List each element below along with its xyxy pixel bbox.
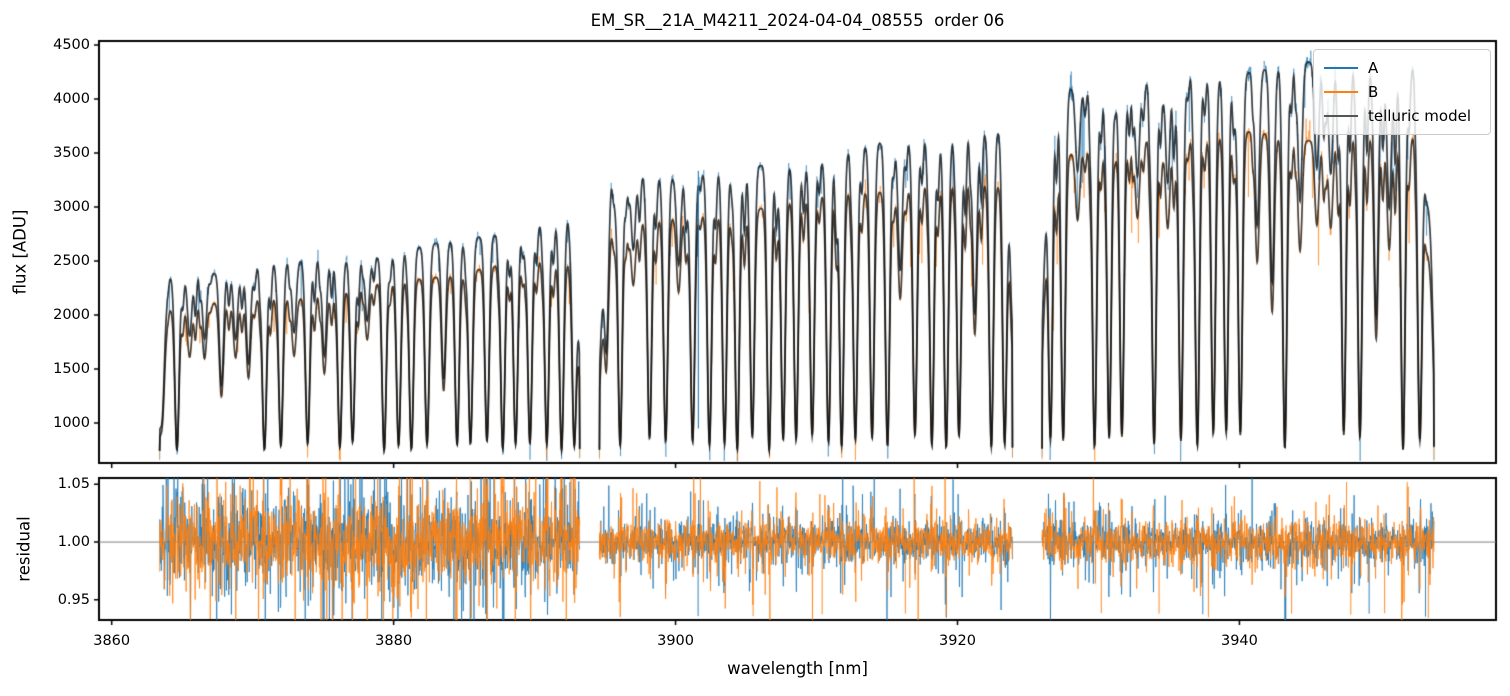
residual-tick-label: 1.00 [57, 534, 90, 551]
legend-line-telluric-model [1324, 115, 1358, 117]
flux-tick-label: 2000 [53, 307, 90, 324]
flux-tick-label: 1500 [53, 361, 90, 378]
wavelength-tick-label: 3940 [1220, 633, 1258, 649]
residual-tick-label: 0.95 [57, 591, 90, 608]
legend-label: B [1368, 83, 1379, 101]
legend-label: A [1368, 59, 1379, 77]
flux-tick-label: 3500 [53, 145, 90, 161]
flux-tick-label: 4500 [53, 36, 90, 53]
residual-axis-label: residual [14, 516, 34, 582]
legend-item-b: B [1324, 83, 1480, 101]
flux-tick-label: 4000 [53, 91, 90, 107]
residual-tick-label: 1.05 [57, 476, 90, 493]
wavelength-tick-label: 3860 [93, 633, 131, 649]
legend-line-b [1324, 91, 1358, 93]
legend-line-a [1324, 67, 1358, 69]
wavelength-tick-label: 3900 [657, 633, 694, 649]
legend-label: telluric model [1368, 107, 1472, 125]
wavelength-axis-label: wavelength [nm] [727, 659, 868, 678]
wavelength-tick-label: 3880 [375, 633, 413, 649]
flux-tick-label: 3000 [53, 199, 90, 215]
legend-item-telluric-model: telluric model [1324, 107, 1480, 125]
legend-item-a: A [1324, 59, 1480, 77]
wavelength-tick-label: 3920 [939, 633, 976, 649]
flux-tick-label: 2500 [53, 253, 90, 270]
plot-title: EM_SR__21A_M4211_2024-04-04_08555 order … [590, 11, 1005, 30]
flux-axis-label: flux [ADU] [10, 209, 30, 295]
flux-tick-label: 1000 [53, 415, 90, 432]
